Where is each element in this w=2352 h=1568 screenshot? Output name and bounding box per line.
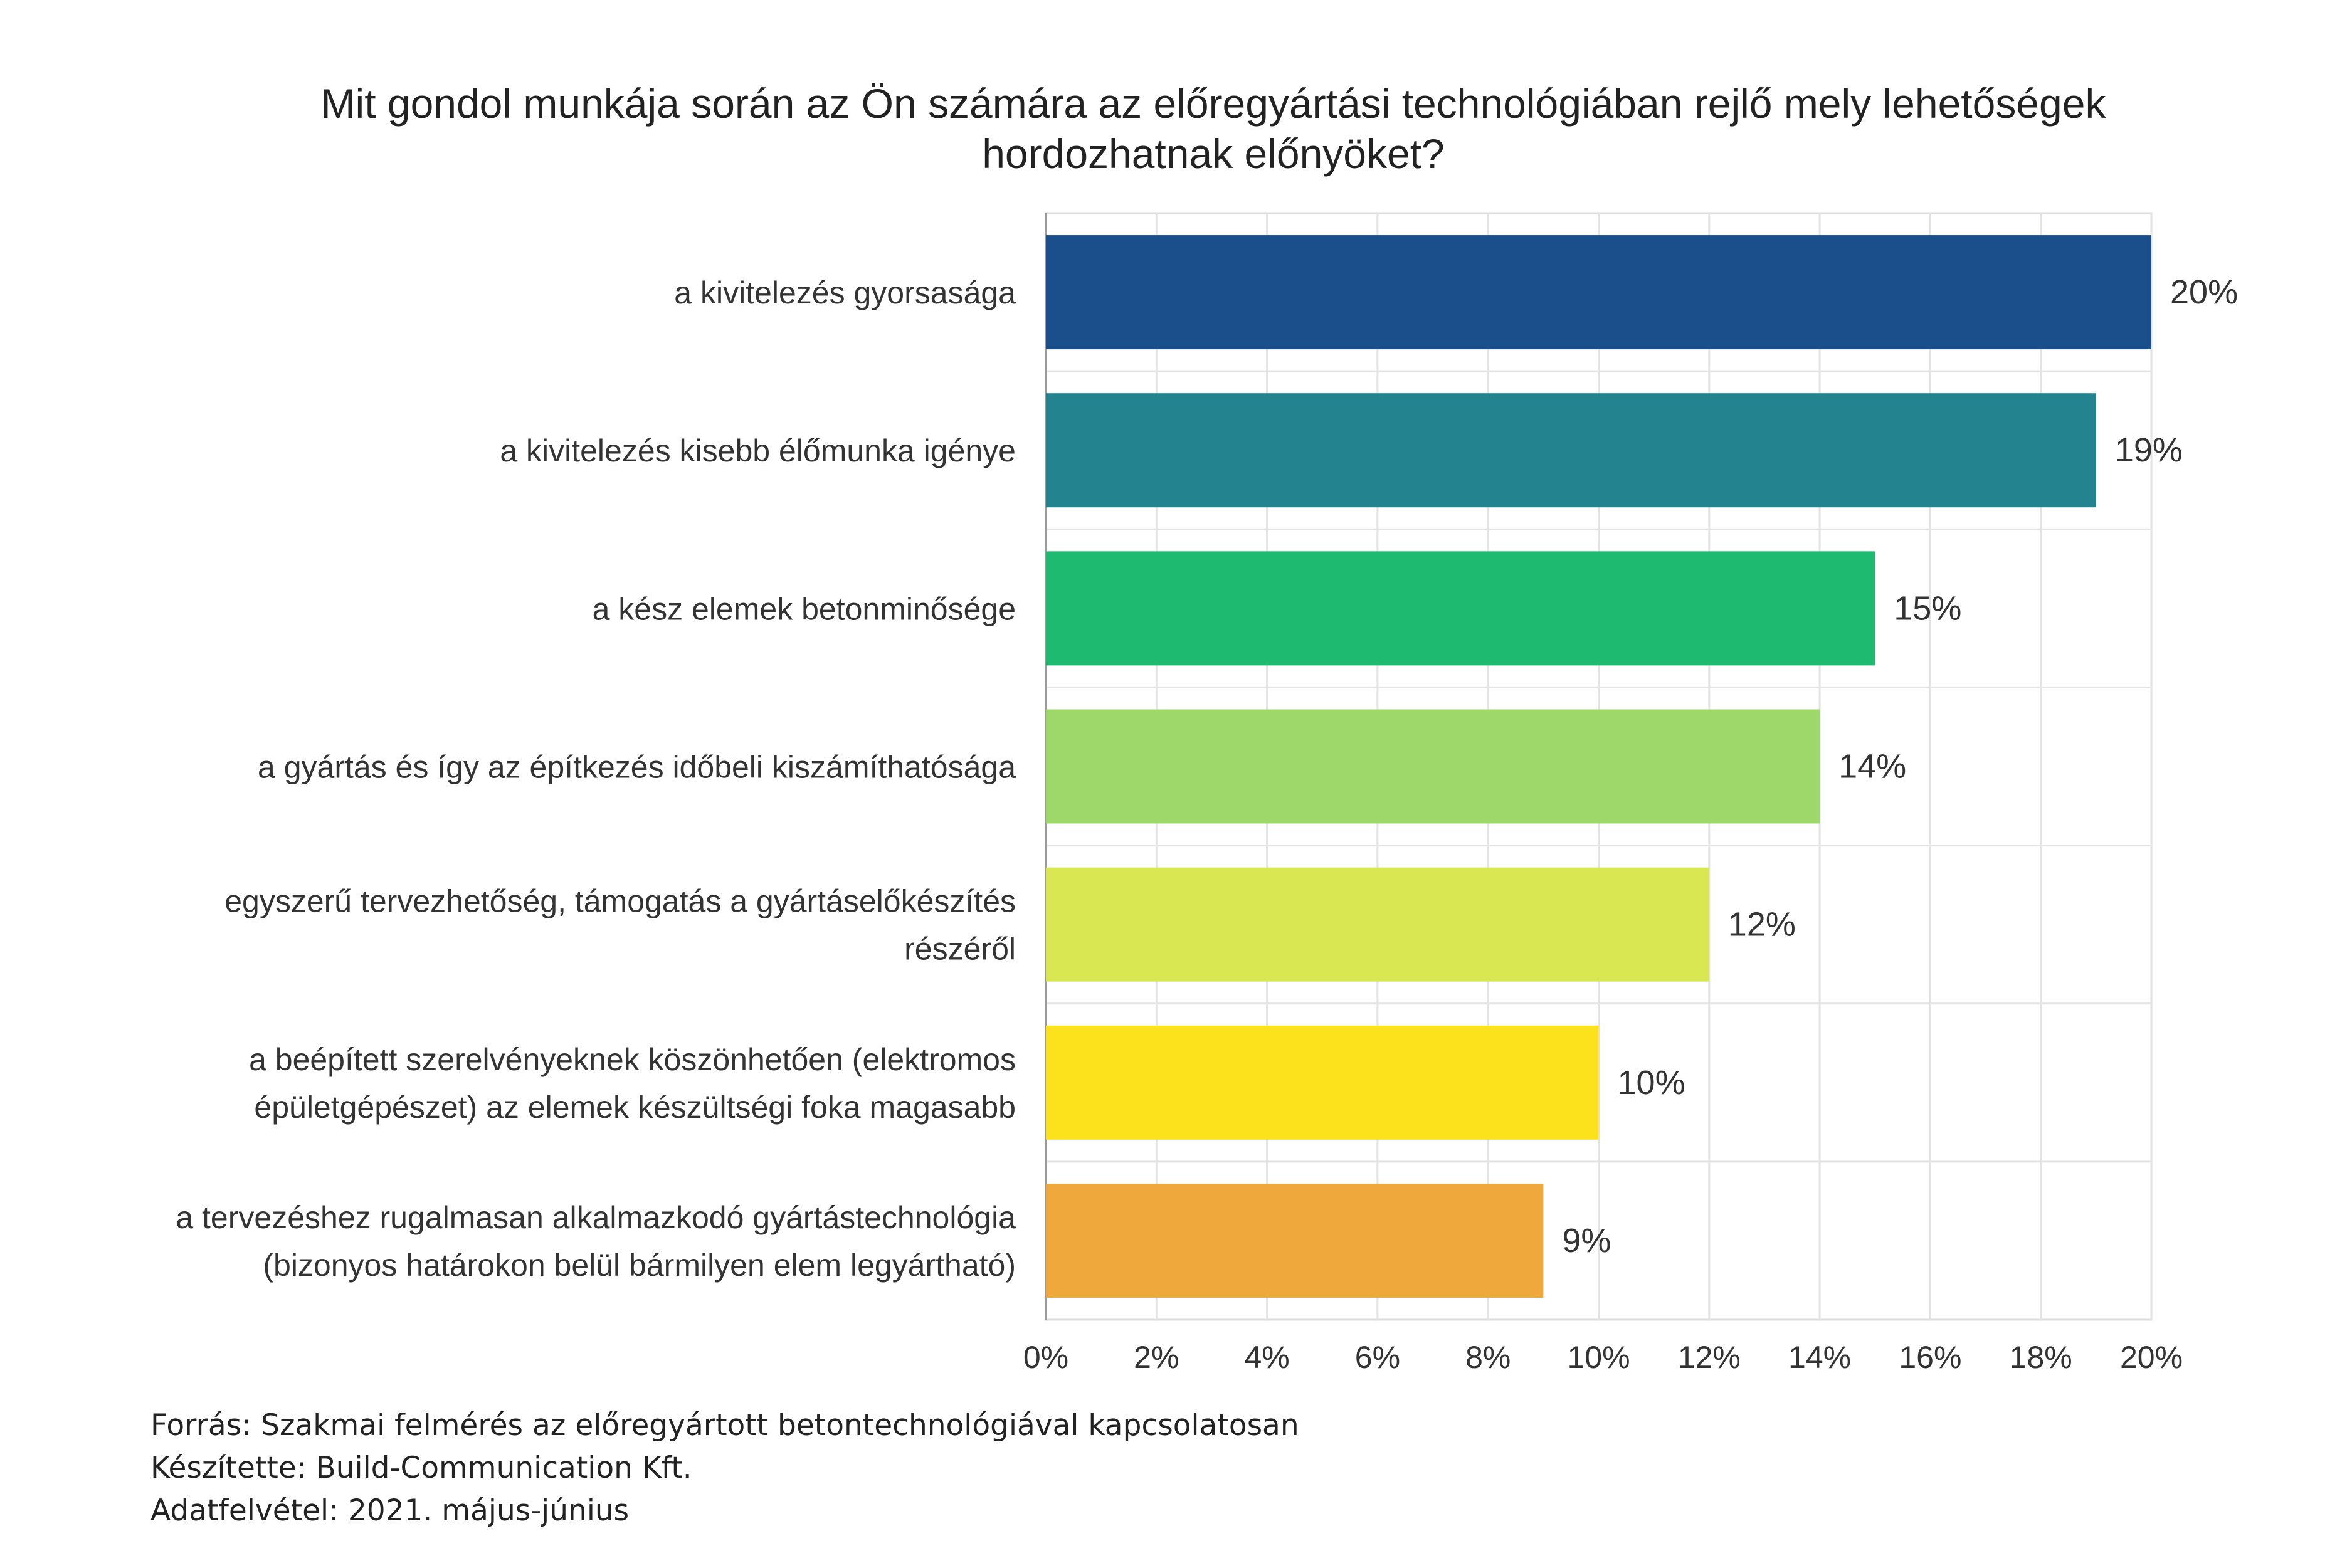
- category-label: épületgépészet) az elemek készültségi fo…: [254, 1090, 1016, 1125]
- x-tick-label: 18%: [2010, 1340, 2072, 1375]
- value-labels: 20% 19% 15% 14% 12% 10% 9%: [1562, 273, 2238, 1260]
- chart-title-line: hordozhatnak előnyöket?: [982, 130, 1445, 177]
- author-note: Készítette: Build-Communication Kft.: [150, 1451, 692, 1485]
- value-label: 19%: [2115, 431, 2183, 469]
- source-note: Forrás: Szakmai felmérés az előregyártot…: [150, 1408, 1299, 1443]
- bar: [1046, 709, 1820, 824]
- x-tick-label: 12%: [1678, 1340, 1741, 1375]
- x-tick-label: 16%: [1899, 1340, 1961, 1375]
- category-label: a gyártás és így az építkezés időbeli ki…: [258, 750, 1016, 785]
- category-label: egyszerű tervezhetőség, támogatás a gyár…: [224, 884, 1016, 919]
- category-label: a beépített szerelvényeknek köszönhetően…: [249, 1042, 1016, 1077]
- bar: [1046, 1183, 1544, 1298]
- bar: [1046, 393, 2096, 508]
- x-tick-label: 4%: [1244, 1340, 1289, 1375]
- value-label: 20%: [2170, 273, 2238, 311]
- bar: [1046, 867, 1709, 982]
- bar: [1046, 1025, 1599, 1140]
- date-note: Adatfelvétel: 2021. május-június: [150, 1493, 630, 1528]
- x-tick-label: 2%: [1134, 1340, 1179, 1375]
- bars: [1046, 235, 2151, 1298]
- category-labels: a kivitelezés gyorsasága a kivitelezés ki…: [176, 275, 1016, 1283]
- x-axis-tick-labels: 0% 2% 4% 6% 8% 10% 12% 14% 16% 18% 20%: [1023, 1340, 2183, 1375]
- x-tick-label: 10%: [1567, 1340, 1630, 1375]
- x-tick-label: 8%: [1465, 1340, 1511, 1375]
- value-label: 12%: [1728, 906, 1796, 944]
- bar: [1046, 235, 2151, 350]
- category-label: (bizonyos határokon belül bármilyen elem…: [263, 1248, 1016, 1283]
- category-label: a kész elemek betonminősége: [593, 591, 1016, 626]
- chart-footer: Forrás: Szakmai felmérés az előregyártot…: [150, 1404, 1299, 1532]
- value-label: 15%: [1894, 589, 1961, 627]
- category-label: a kivitelezés gyorsasága: [674, 275, 1016, 310]
- chart-title-line: Mit gondol munkája során az Ön számára a…: [321, 80, 2107, 127]
- x-tick-label: 20%: [2120, 1340, 2183, 1375]
- chart-title: Mit gondol munkája során az Ön számára a…: [321, 80, 2107, 177]
- x-tick-label: 14%: [1788, 1340, 1851, 1375]
- category-label: a kivitelezés kisebb élőmunka igénye: [500, 433, 1016, 468]
- x-tick-label: 0%: [1023, 1340, 1068, 1375]
- value-label: 9%: [1562, 1222, 1611, 1260]
- bar: [1046, 551, 1875, 666]
- x-tick-label: 6%: [1355, 1340, 1400, 1375]
- value-label: 10%: [1618, 1064, 1685, 1102]
- category-label: részéről: [904, 932, 1016, 967]
- value-label: 14%: [1838, 748, 1906, 786]
- category-label: a tervezéshez rugalmasan alkalmazkodó gy…: [176, 1200, 1016, 1235]
